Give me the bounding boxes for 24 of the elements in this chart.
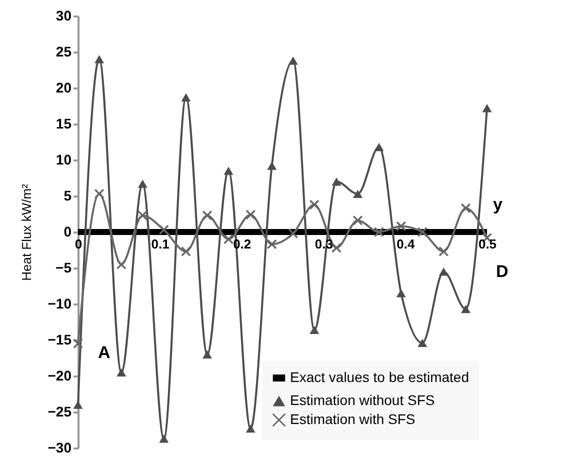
text: D (496, 262, 508, 281)
x-tick-label: 0 (74, 236, 82, 252)
legend-label: Estimation with SFS (290, 411, 416, 427)
y-tick-label: 10 (56, 152, 72, 168)
y-tick-label: −10 (48, 296, 72, 312)
text: y (493, 195, 503, 214)
y-tick-label: 5 (64, 188, 72, 204)
x-tick-label: 0.5 (478, 236, 497, 252)
x-tick-label: 0.1 (151, 236, 170, 252)
x-tick-label: 0.4 (396, 236, 416, 252)
legend-label: Exact values to be estimated (290, 369, 469, 385)
y-tick-label: −30 (48, 440, 72, 456)
y-tick-label: 0 (64, 224, 72, 240)
y-tick-label: 30 (56, 8, 72, 24)
y-tick-label: −15 (48, 332, 72, 348)
y-axis-title: Heat Flux kW/m² (18, 183, 34, 281)
y-tick-label: 25 (56, 44, 72, 60)
y-tick-label: 15 (56, 116, 72, 132)
y-tick-label: −25 (48, 404, 72, 420)
legend-label: Estimation without SFS (290, 392, 435, 408)
y-tick-label: −5 (56, 260, 72, 276)
y-tick-label: −20 (48, 368, 72, 384)
y-tick-label: 20 (56, 80, 72, 96)
annotation: A (98, 343, 110, 362)
